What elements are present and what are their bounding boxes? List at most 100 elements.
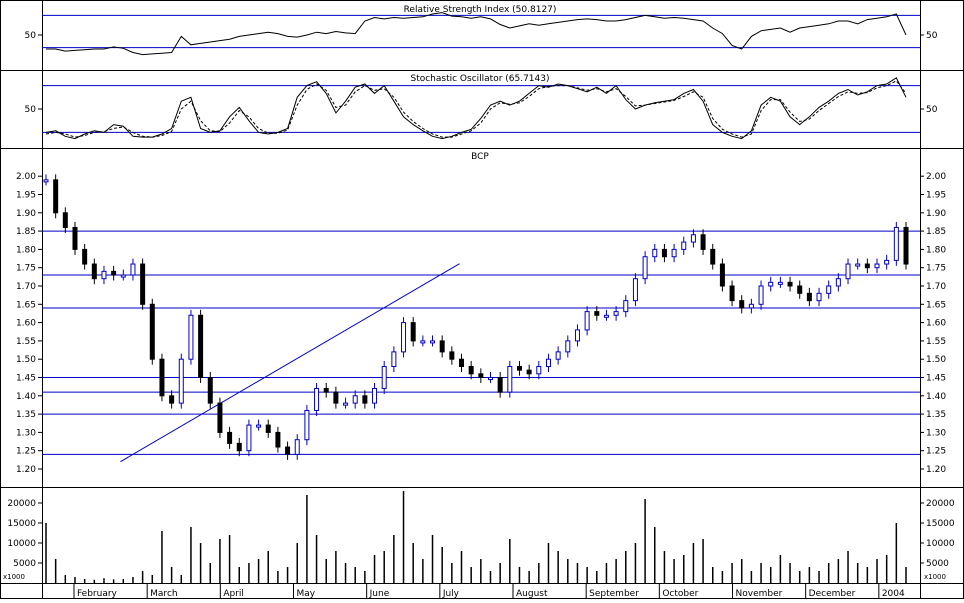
panel-3-tick-label-left-11: 1.45 bbox=[16, 374, 36, 384]
price-candle-44 bbox=[468, 366, 474, 375]
price-candle-8 bbox=[120, 274, 126, 278]
price-candle-85 bbox=[864, 263, 870, 269]
price-candle-39 bbox=[420, 340, 426, 344]
price-candle-22 bbox=[256, 424, 262, 428]
panel-3-tick-label-right-0: 2.00 bbox=[926, 172, 946, 182]
panel-3-tick-label-left-0: 2.00 bbox=[16, 172, 36, 182]
price-candle-4 bbox=[82, 248, 88, 265]
price-candle-42 bbox=[449, 351, 455, 360]
price-candle-3 bbox=[72, 226, 78, 250]
stochastic-title: Stochastic Oscillator (65.7143) bbox=[410, 74, 549, 84]
panel-3-tick-label-right-16: 1.20 bbox=[926, 465, 946, 475]
price-candle-35 bbox=[381, 366, 387, 389]
price-candle-14 bbox=[178, 358, 184, 404]
panel-3-tick-label-left-10: 1.50 bbox=[16, 355, 36, 365]
panel-4-tick-label-left-2: 10000 bbox=[7, 539, 36, 549]
panel-3-tick-label-right-1: 1.95 bbox=[926, 191, 946, 201]
price-candle-40 bbox=[430, 340, 436, 344]
panel-3-tick-label-left-16: 1.20 bbox=[16, 465, 36, 475]
price-candle-29 bbox=[323, 387, 329, 393]
price-candle-11 bbox=[149, 303, 155, 360]
panel-3-tick-label-left-13: 1.35 bbox=[16, 410, 36, 420]
price-candle-17 bbox=[207, 377, 213, 404]
price-candle-79 bbox=[806, 292, 812, 302]
price-candle-26 bbox=[294, 439, 300, 455]
panel-4-tick-label-right-3: 5000 bbox=[926, 559, 949, 569]
panel-4-tick-label-left-3: 5000 bbox=[13, 559, 36, 569]
rsi-title: Relative Strength Index (50.8127) bbox=[404, 5, 557, 15]
price-candle-0 bbox=[43, 179, 49, 183]
month-label-6: August bbox=[516, 589, 548, 599]
price-title: BCP bbox=[471, 152, 489, 162]
price-candle-51 bbox=[536, 366, 542, 375]
price-candle-52 bbox=[545, 358, 551, 368]
price-candle-21 bbox=[246, 424, 252, 452]
price-candle-87 bbox=[884, 259, 890, 265]
volume-unit-right: x1000 bbox=[924, 573, 946, 581]
price-candle-6 bbox=[101, 270, 107, 280]
month-label-2: April bbox=[223, 589, 244, 599]
panel-3-tick-label-right-5: 1.75 bbox=[926, 264, 946, 274]
price-candle-24 bbox=[275, 431, 281, 448]
price-candle-53 bbox=[555, 351, 561, 360]
panel-1-tick-label-left-0: 50 bbox=[25, 31, 37, 41]
panel-3-tick-label-left-12: 1.40 bbox=[16, 392, 36, 402]
panel-3-tick-label-right-8: 1.60 bbox=[926, 319, 946, 329]
price-candle-55 bbox=[574, 329, 580, 342]
panel-3-tick-label-left-4: 1.80 bbox=[16, 245, 36, 255]
panel-4-tick-label-right-0: 20000 bbox=[926, 499, 955, 509]
price-candle-59 bbox=[613, 311, 619, 316]
panel-3-tick-label-left-14: 1.30 bbox=[16, 428, 36, 438]
panel-3-tick-label-right-3: 1.85 bbox=[926, 227, 946, 237]
panel-3-tick-label-right-10: 1.50 bbox=[926, 355, 946, 365]
panel-3-tick-label-right-15: 1.25 bbox=[926, 447, 946, 457]
price-candle-62 bbox=[642, 256, 648, 280]
price-candle-2 bbox=[62, 212, 68, 228]
panel-3-tick-label-left-9: 1.55 bbox=[16, 337, 36, 347]
price-candle-25 bbox=[285, 446, 291, 455]
stochastic-series-line-1 bbox=[45, 77, 907, 140]
month-label-11: 2004 bbox=[882, 589, 905, 599]
price-candle-46 bbox=[487, 377, 493, 380]
rsi-series-line bbox=[46, 12, 907, 56]
price-candle-41 bbox=[439, 340, 445, 353]
month-label-7: September bbox=[589, 589, 639, 599]
month-label-5: July bbox=[442, 589, 460, 599]
price-candle-88 bbox=[893, 226, 899, 261]
price-candle-70 bbox=[719, 263, 725, 287]
panel-3-tick-label-right-13: 1.35 bbox=[926, 410, 946, 420]
price-candle-63 bbox=[652, 248, 658, 258]
price-candle-80 bbox=[816, 292, 822, 302]
price-candle-19 bbox=[227, 431, 233, 444]
price-candle-48 bbox=[507, 366, 513, 393]
price-candle-54 bbox=[565, 340, 571, 353]
price-candle-34 bbox=[372, 387, 378, 404]
price-candle-31 bbox=[343, 402, 349, 406]
price-candle-13 bbox=[169, 395, 175, 404]
month-label-9: November bbox=[736, 589, 783, 599]
panel-3-tick-label-right-6: 1.70 bbox=[926, 282, 946, 292]
panel-4-tick-label-right-2: 10000 bbox=[926, 539, 955, 549]
volume-unit-left: x1000 bbox=[3, 573, 25, 581]
price-candle-45 bbox=[478, 373, 484, 378]
month-label-8: October bbox=[662, 589, 698, 599]
panel-3-tick-label-left-3: 1.85 bbox=[16, 227, 36, 237]
price-candle-5 bbox=[91, 263, 97, 280]
price-candle-81 bbox=[826, 285, 832, 294]
price-candle-65 bbox=[671, 248, 677, 258]
price-candle-18 bbox=[217, 402, 223, 433]
price-candle-47 bbox=[497, 377, 503, 393]
panel-2-tick-label-left-0: 50 bbox=[25, 105, 37, 115]
price-candle-76 bbox=[777, 281, 783, 285]
price-candle-75 bbox=[768, 281, 774, 287]
price-candle-27 bbox=[304, 409, 310, 441]
panel-3-tick-label-left-8: 1.60 bbox=[16, 319, 36, 329]
price-candle-73 bbox=[748, 303, 754, 309]
price-candle-61 bbox=[632, 278, 638, 302]
month-label-3: May bbox=[297, 589, 316, 599]
price-candle-36 bbox=[391, 351, 397, 368]
panel-3-tick-label-right-11: 1.45 bbox=[926, 374, 946, 384]
panel-4-tick-label-right-1: 15000 bbox=[926, 519, 955, 529]
